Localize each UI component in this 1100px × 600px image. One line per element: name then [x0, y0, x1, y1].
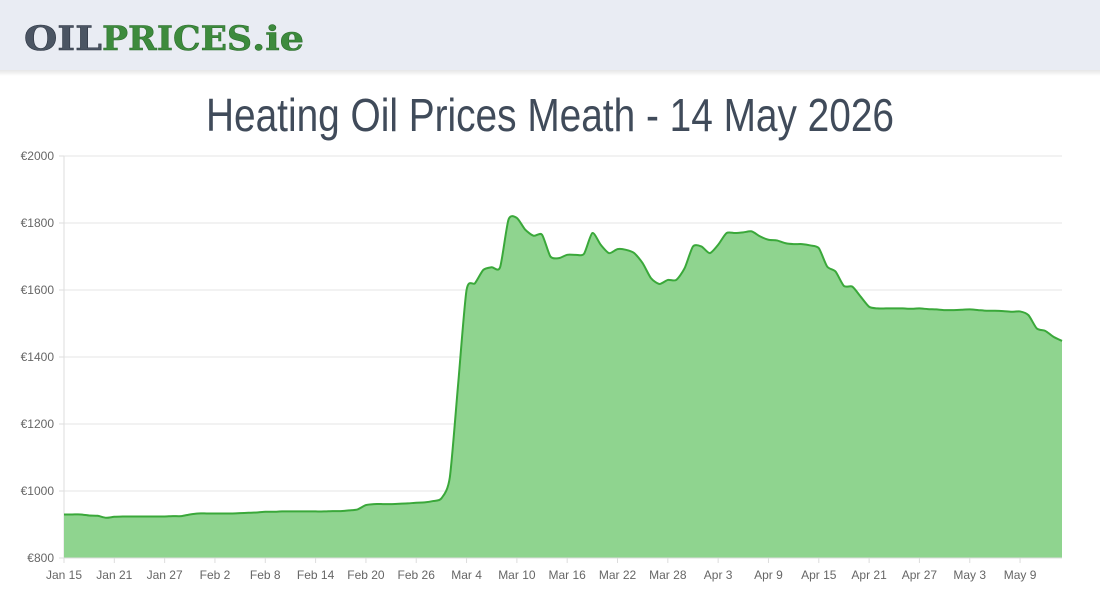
x-tick-label: Mar 28	[649, 568, 687, 582]
area-fill	[64, 216, 1062, 558]
logo-suffix[interactable]: .ie	[252, 19, 305, 60]
x-tick-label: Apr 27	[902, 568, 938, 582]
line	[64, 215, 1063, 519]
chart-title: Heating Oil Prices Meath - 14 May 2026	[206, 89, 894, 141]
y-tick-label: €1600	[21, 283, 55, 297]
x-tick-label: Apr 21	[851, 568, 887, 582]
x-tick-label: Apr 3	[704, 568, 733, 582]
y-tick-label: €2000	[21, 149, 55, 163]
x-tick-label: Jan 21	[96, 568, 132, 582]
x-tick-label: Mar 4	[451, 568, 482, 582]
x-tick-label: Feb 2	[200, 568, 231, 582]
x-tick-label: Mar 22	[599, 568, 637, 582]
y-tick-label: €1400	[21, 350, 55, 364]
x-tick-label: Apr 9	[754, 568, 783, 582]
y-tick-label: €1000	[21, 484, 55, 498]
x-tick-label: Jan 27	[147, 568, 183, 582]
x-tick-label: Jan 15	[46, 568, 82, 582]
header-shadow	[0, 70, 1100, 76]
x-tick-label: May 9	[1004, 568, 1037, 582]
x-tick-label: May 3	[953, 568, 986, 582]
logo-main[interactable]: OIL	[24, 19, 103, 60]
y-tick-label: €1800	[21, 216, 55, 230]
x-tick-label: Mar 10	[498, 568, 536, 582]
x-tick-label: Feb 26	[398, 568, 436, 582]
x-tick-label: Feb 20	[347, 568, 385, 582]
y-tick-label: €800	[27, 551, 54, 565]
logo-accent[interactable]: PRICES	[102, 19, 253, 60]
y-tick-label: €1200	[21, 417, 55, 431]
x-tick-label: Feb 14	[297, 568, 335, 582]
x-tick-label: Apr 15	[801, 568, 837, 582]
x-tick-label: Feb 8	[250, 568, 281, 582]
x-tick-label: Mar 16	[549, 568, 587, 582]
header-bar	[0, 0, 1100, 70]
